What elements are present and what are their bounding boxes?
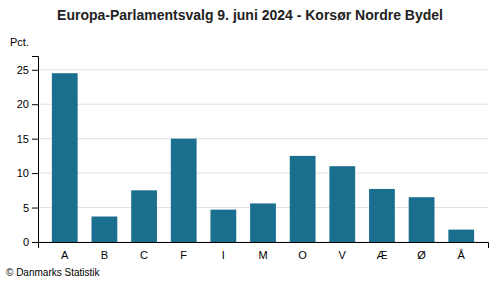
bars bbox=[52, 73, 474, 242]
y-tick-label: 25 bbox=[17, 64, 29, 76]
bar bbox=[448, 230, 474, 242]
y-tick-label: 15 bbox=[17, 133, 29, 145]
x-tick-label: F bbox=[180, 249, 187, 261]
x-tick: O bbox=[298, 249, 307, 261]
grid-line bbox=[38, 173, 488, 174]
bar bbox=[92, 217, 118, 242]
bar bbox=[250, 203, 276, 242]
x-tick: Å bbox=[458, 249, 466, 261]
bar bbox=[290, 156, 316, 242]
x-tick: Æ bbox=[376, 249, 387, 261]
x-tick-label: V bbox=[339, 249, 347, 261]
plot: 0 5 10 15 20 25 A B C F I M O V Æ Ø Å bbox=[17, 57, 489, 261]
bar bbox=[210, 210, 236, 242]
bar bbox=[369, 189, 395, 242]
x-tick: M bbox=[258, 249, 267, 261]
x-tick: V bbox=[339, 249, 347, 261]
grid-line bbox=[38, 138, 488, 139]
x-tick-label: Å bbox=[458, 249, 466, 261]
grid-line bbox=[38, 69, 488, 70]
x-tick-label: C bbox=[140, 249, 148, 261]
x-tick: C bbox=[140, 249, 148, 261]
grid-line bbox=[38, 104, 488, 105]
y-tick: 5 bbox=[23, 202, 38, 214]
grid bbox=[38, 70, 488, 242]
y-axis-label: Pct. bbox=[10, 36, 29, 48]
y-tick-label: 10 bbox=[17, 167, 29, 179]
chart: Europa-Parlamentsvalg 9. juni 2024 - Kor… bbox=[0, 0, 500, 282]
y-tick-mark bbox=[32, 104, 38, 105]
y-tick-mark bbox=[32, 70, 38, 71]
y-tick: 15 bbox=[17, 133, 38, 145]
x-tick: A bbox=[61, 249, 69, 261]
y-tick-mark bbox=[32, 173, 38, 174]
x-tick-label: I bbox=[222, 249, 225, 261]
bar bbox=[171, 139, 197, 242]
x-tick-label: O bbox=[298, 249, 307, 261]
bar bbox=[329, 166, 355, 242]
y-tick: 25 bbox=[17, 64, 38, 76]
x-tick: F bbox=[180, 249, 187, 261]
y-tick-mark bbox=[32, 242, 38, 243]
y-tick: 0 bbox=[23, 236, 38, 248]
x-tick: B bbox=[101, 249, 108, 261]
bar bbox=[52, 73, 78, 242]
x-tick-label: Ø bbox=[417, 249, 426, 261]
y-tick-label: 20 bbox=[17, 98, 29, 110]
x-tick-label: B bbox=[101, 249, 108, 261]
x-tick: Ø bbox=[417, 249, 426, 261]
x-tick: I bbox=[222, 249, 225, 261]
y-axis: 0 5 10 15 20 25 bbox=[17, 57, 39, 249]
bar bbox=[409, 197, 435, 242]
y-tick: 10 bbox=[17, 167, 38, 179]
y-tick-mark bbox=[32, 208, 38, 209]
x-axis-line bbox=[39, 243, 489, 249]
x-tick-label: A bbox=[61, 249, 69, 261]
y-tick-label: 0 bbox=[23, 236, 29, 248]
title: Europa-Parlamentsvalg 9. juni 2024 - Kor… bbox=[57, 7, 443, 23]
x-tick-label: Æ bbox=[376, 249, 387, 261]
x-axis: ABCFIMOVÆØÅ bbox=[39, 243, 489, 261]
footer: © Danmarks Statistik bbox=[6, 267, 101, 278]
y-tick-label: 5 bbox=[23, 202, 29, 214]
y-tick: 20 bbox=[17, 98, 38, 110]
x-tick-label: M bbox=[258, 249, 267, 261]
y-tick-mark bbox=[32, 139, 38, 140]
y-axis-line bbox=[32, 57, 39, 243]
bar bbox=[131, 190, 157, 242]
